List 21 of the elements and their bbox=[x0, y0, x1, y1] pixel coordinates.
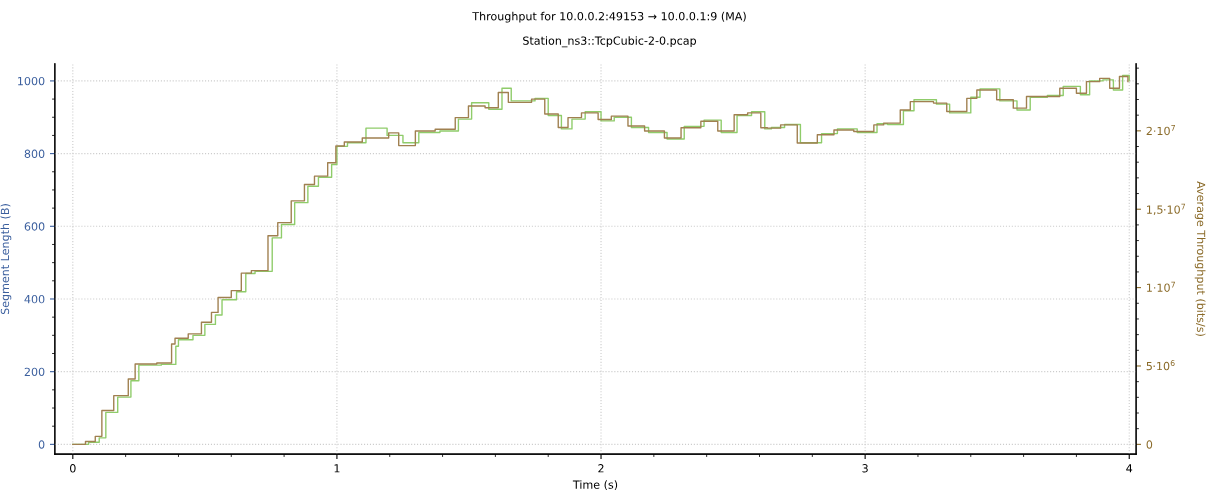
y-tick-label: 200 bbox=[24, 367, 45, 377]
y-tick-label: 400 bbox=[24, 294, 45, 304]
x-tick-label: 4 bbox=[1126, 464, 1133, 473]
chart-subtitle: Station_ns3::TcpCubic-2-0.pcap bbox=[523, 36, 697, 48]
y-tick-label: 600 bbox=[24, 222, 45, 231]
x-tick-label: 0 bbox=[70, 464, 76, 473]
y2-tick-label: 2·10$^{7}$ bbox=[1146, 125, 1175, 136]
y2-tick-label: 5·10$^{6}$ bbox=[1146, 360, 1175, 371]
y2-tick-label: 1·10$^{7}$ bbox=[1147, 281, 1175, 292]
y2-tick-label: 1,5·10$^{7}$ bbox=[1147, 203, 1186, 215]
y2-axis-title: Average Throughput (bits/s) bbox=[1194, 181, 1206, 336]
x-axis-title: Time (s) bbox=[572, 480, 618, 491]
x-tick-label: 1 bbox=[334, 464, 340, 473]
x-tick-label: 2 bbox=[598, 464, 604, 473]
y-tick-label: 0 bbox=[38, 440, 45, 449]
y2-tick-label: 0 bbox=[1146, 440, 1153, 449]
y-tick-label: 1000 bbox=[18, 76, 45, 86]
y-tick-label: 800 bbox=[24, 149, 45, 158]
y-axis-title: Segment Length (B) bbox=[0, 204, 12, 315]
x-tick-label: 3 bbox=[862, 464, 868, 473]
chart-title: Throughput for 10.0.0.2:49153 → 10.0.0.1:9 (MA) bbox=[472, 11, 746, 23]
